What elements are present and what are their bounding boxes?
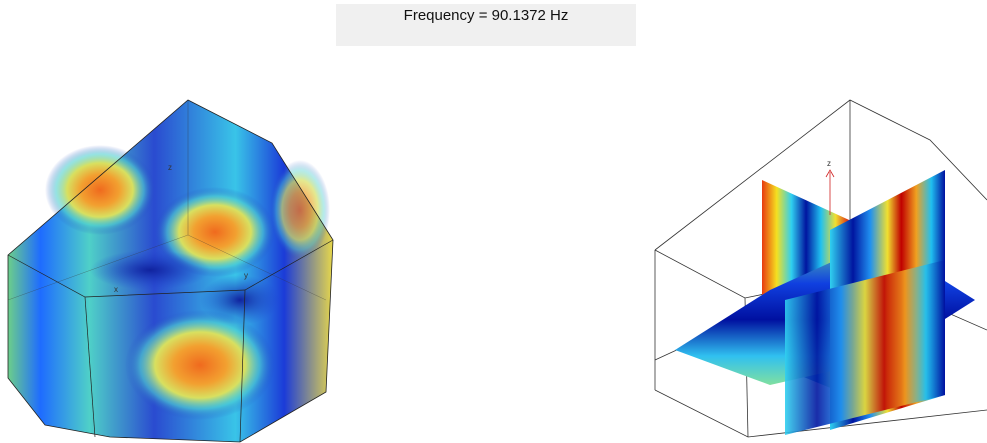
right-volume: z (655, 100, 987, 437)
axis-label-x: x (114, 285, 118, 294)
axis-label-z: z (827, 159, 831, 168)
left-volume: z x y (8, 100, 333, 442)
plots: z x y z (0, 0, 987, 443)
axis-label-y: y (244, 271, 248, 280)
figure-window: Frequency = 90.1372 Hz (0, 0, 987, 443)
axis-label-z: z (168, 163, 172, 172)
